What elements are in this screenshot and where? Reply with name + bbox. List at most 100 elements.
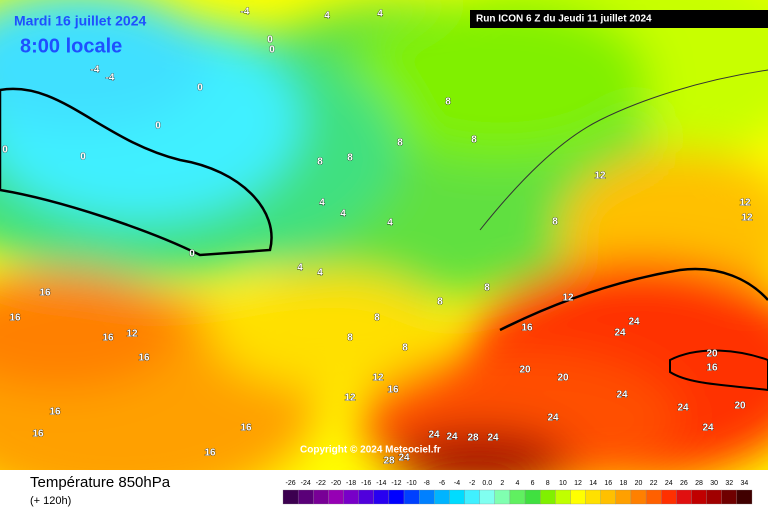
colorbar-cell [736,489,753,505]
contour-label: 16 [102,333,114,344]
run-info: Run ICON 6 Z du Jeudi 11 juillet 2024 [476,14,652,25]
colorbar-label: 22 [650,480,658,487]
contour-label: 28 [467,433,479,444]
contour-label: 12 [372,373,384,384]
contour-label: 16 [32,429,44,440]
contour-label: 8 [402,343,408,354]
colorbar-label: 6 [531,480,535,487]
contour-label: 24 [677,403,689,414]
contour-label: 16 [240,423,252,434]
contour-label: 8 [445,97,451,108]
colorbar-label: 18 [620,480,628,487]
colorbar-cell [282,489,299,505]
colorbar-label: 0.0 [482,480,492,487]
contour-label: 24 [628,317,640,328]
contour-label: 8 [471,135,477,146]
contour-label: 8 [437,297,443,308]
colorbar-cell [721,489,738,505]
date: Mardi 16 juillet 2024 [14,13,146,29]
colorbar-label: -2 [469,480,475,487]
contour-label: -4 [106,73,115,84]
contour-label: 8 [347,153,353,164]
colorbar-label: 2 [500,480,504,487]
colorbar-cell [297,489,314,505]
colorbar-cell [313,489,329,505]
contour-label: 20 [706,349,718,360]
colorbar-label: -20 [331,480,341,487]
contour-label: 20 [519,365,531,376]
contour-label: 12 [126,329,138,340]
colorbar-cell [540,489,556,505]
colorbar-label: 30 [710,480,718,487]
contour-label: 28 [383,456,395,467]
contour-label: 16 [49,407,61,418]
colorbar-cell [494,489,511,505]
colorbar-cell [676,489,692,505]
colorbar-cell [388,489,405,505]
contour-label: 20 [557,373,569,384]
lead-time: (+ 120h) [30,495,71,507]
colorbar-cell [449,489,465,505]
colorbar-label: 24 [665,480,673,487]
colorbar-label: -10 [407,480,417,487]
contour-label: 12 [739,198,751,209]
contour-label: 16 [204,448,216,459]
contour-label: 24 [616,390,628,401]
colorbar-cell [661,489,677,505]
colorbar-label: 28 [695,480,703,487]
colorbar-label: -6 [439,480,445,487]
contour-label: 0 [80,152,86,163]
colorbar-cell [585,489,601,505]
colorbar-label: -4 [454,480,460,487]
colorbar-label: -24 [301,480,311,487]
colorbar-label: -18 [346,480,356,487]
colorbar-cell [343,489,359,505]
colorbar-cell [555,489,571,505]
colorbar-cell [373,489,390,505]
contour-label: 16 [706,363,718,374]
colorbar-label: -14 [376,480,386,487]
colorbar-label: 16 [604,480,612,487]
contour-label: 24 [398,453,410,464]
contour-label: 8 [374,313,380,324]
contour-label: 24 [614,328,626,339]
contour-label: 24 [446,432,458,443]
contour-label: 16 [9,313,21,324]
contour-label: 4 [387,218,393,229]
colorbar-label: -22 [316,480,326,487]
colorbar-cell [358,489,374,505]
contour-label: 8 [347,333,353,344]
contour-label: 4 [319,198,325,209]
contour-label: 16 [39,288,51,299]
legend-title: Température 850hPa [30,474,171,491]
contour-label: 20 [734,401,746,412]
colorbar-cell [464,489,480,505]
colorbar-cell [600,489,616,505]
contour-label: 0 [2,145,8,156]
contour-label: 16 [387,385,399,396]
run-banner [470,10,768,28]
colorbar-cell [509,489,526,505]
contour-label: 12 [562,293,574,304]
colorbar-label: 34 [741,480,749,487]
colorbar-cell [570,489,586,505]
colorbar-label: -8 [424,480,430,487]
contour-label: 12 [741,213,753,224]
contour-label: 4 [317,268,323,279]
colorbar-label: 32 [725,480,733,487]
colorbar-cell [328,489,344,505]
contour-label: 4 [297,263,303,274]
contour-label: 4 [324,11,330,22]
colorbar-label: 14 [589,480,597,487]
contour-label: 24 [428,430,440,441]
colorbar-cell [706,489,722,505]
colorbar-label: 8 [546,480,550,487]
colorbar-cell [645,489,662,505]
contour-label: 12 [594,171,606,182]
contour-label: 24 [702,423,714,434]
contour-label: 24 [487,433,499,444]
colorbar-label: 20 [635,480,643,487]
colorbar-label: 12 [574,480,582,487]
